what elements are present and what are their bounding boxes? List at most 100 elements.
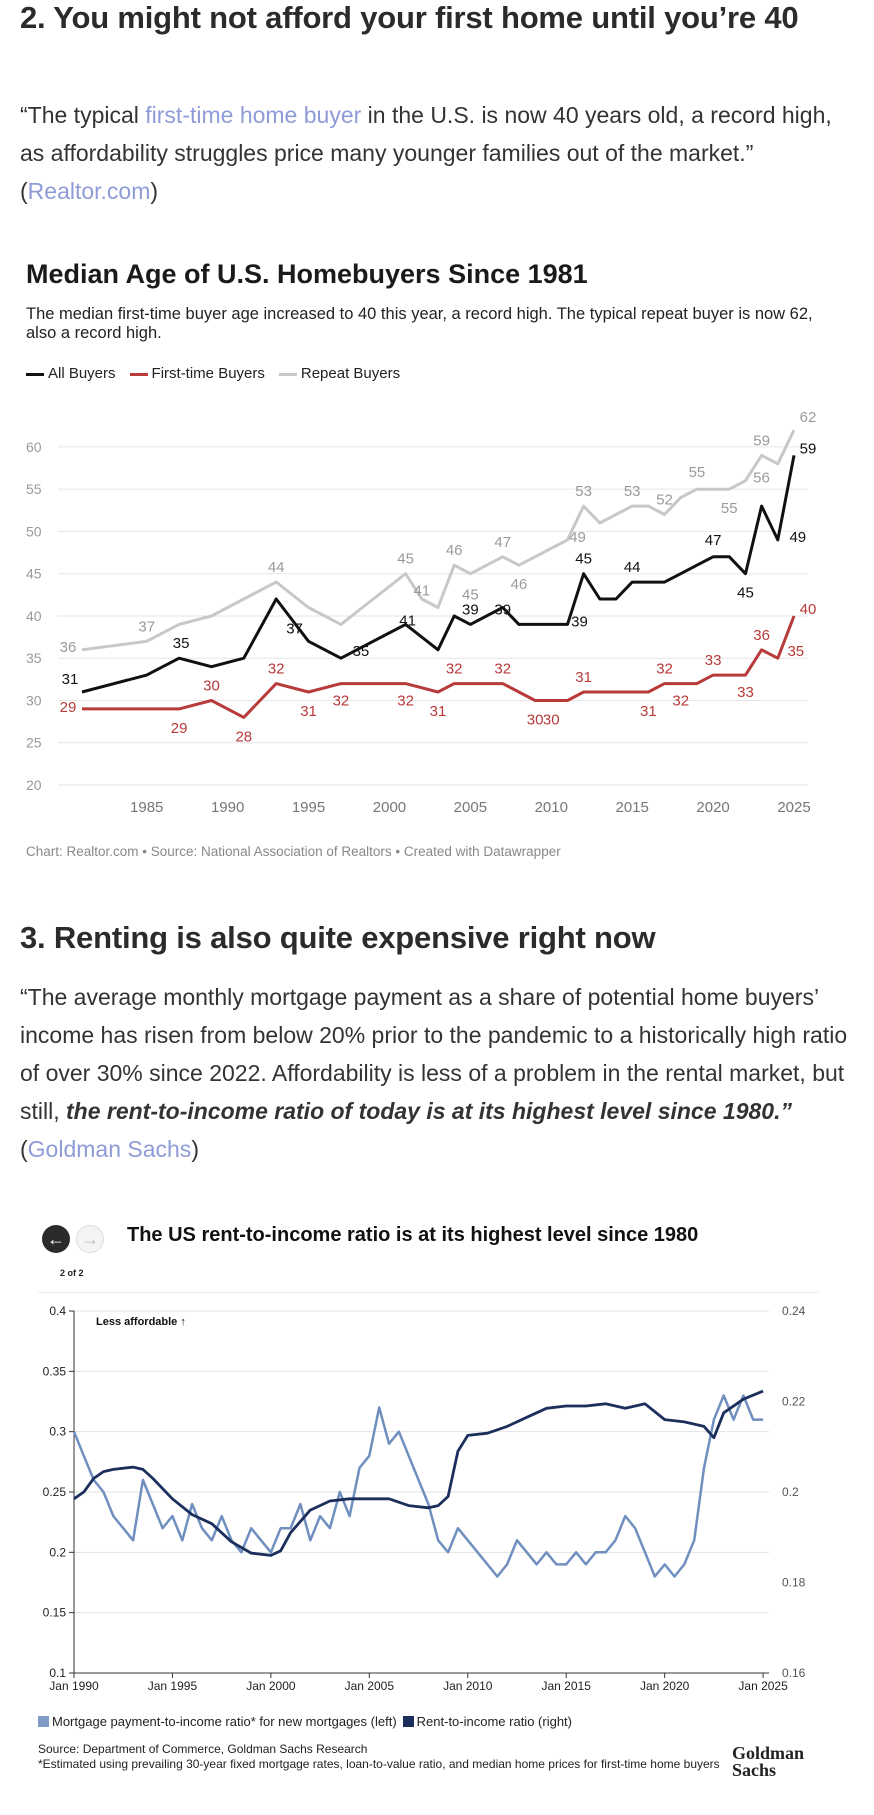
data-label: 47: [705, 532, 722, 549]
x-tick-label: Jan 2010: [443, 1679, 493, 1693]
quote-close: ): [191, 1136, 199, 1162]
source-text: Source: Department of Commerce, Goldman …: [38, 1742, 368, 1756]
legend-swatch-rent: [402, 1716, 414, 1727]
data-label: 31: [575, 669, 592, 686]
footnote-text: *Estimated using prevailing 30-year fixe…: [38, 1757, 720, 1771]
section-3-heading: 3. Renting is also quite expensive right…: [20, 920, 656, 955]
arrow-left-icon: ←: [47, 1229, 65, 1249]
mortgage-ratio-line: [72, 1394, 764, 1578]
section-2-quote: “The typical first-time home buyer in th…: [20, 96, 850, 210]
quote-text: in the U.S. is now 40 years old, a recor…: [20, 102, 832, 204]
data-label: 30: [543, 711, 560, 728]
y-right-tick-label: 0.24: [782, 1304, 806, 1318]
data-label: 33: [705, 652, 722, 669]
y-tick-label: 40: [26, 608, 42, 624]
realtor-source-link[interactable]: Realtor.com: [27, 178, 151, 204]
quote-text: “The average monthly mortgage payment as…: [20, 984, 848, 1124]
goldman-sachs-source-link[interactable]: Goldman Sachs: [27, 1136, 192, 1162]
data-label: 31: [300, 703, 317, 720]
data-label: 31: [430, 703, 447, 720]
x-tick-label: 2000: [373, 799, 406, 816]
chart-1-footer: Chart: Realtor.com • Source: National As…: [26, 844, 561, 859]
quote-close: ): [150, 178, 159, 204]
chart-2-divider: [38, 1292, 820, 1293]
data-label: 36: [60, 639, 77, 656]
data-label: 30: [527, 711, 544, 728]
data-label: 45: [397, 551, 414, 568]
legend-label: All Buyers: [48, 365, 116, 382]
data-label: 28: [235, 728, 252, 745]
chart-2-title: The US rent-to-income ratio is at its hi…: [127, 1224, 699, 1246]
y-left-tick-label: 0.4: [49, 1304, 66, 1318]
data-label: 46: [446, 542, 463, 559]
y-tick-label: 20: [26, 777, 42, 793]
next-chart-button[interactable]: →: [76, 1225, 104, 1253]
data-label: 32: [656, 661, 673, 678]
legend-label: Rent-to-income ratio (right): [416, 1714, 572, 1729]
data-label: 47: [494, 534, 511, 551]
data-label: 35: [353, 643, 370, 660]
data-label: 45: [575, 551, 592, 568]
x-tick-label: Jan 1990: [49, 1679, 99, 1693]
data-label: 45: [462, 587, 479, 604]
y-tick-label: 55: [26, 481, 42, 497]
quote-bold-text: the rent-to-income ratio of today is at …: [66, 1098, 792, 1124]
data-label: 39: [571, 613, 588, 630]
legend-swatch-repeat-buyers: [278, 372, 297, 376]
y-tick-label: 25: [26, 735, 42, 751]
legend-all-buyers: All Buyers: [26, 365, 116, 382]
y-right-tick-label: 0.16: [782, 1666, 806, 1680]
y-tick-label: 30: [26, 692, 42, 708]
legend-first-time-buyers: First-time Buyers: [129, 365, 265, 382]
less-affordable-annotation: Less affordable ↑: [96, 1316, 186, 1328]
data-label: 31: [62, 671, 79, 688]
section-3-quote: “The average monthly mortgage payment as…: [20, 978, 850, 1168]
goldman-sachs-logo: Goldman Sachs: [732, 1743, 805, 1780]
y-right-tick-label: 0.18: [782, 1576, 806, 1590]
legend-repeat-buyers: Repeat Buyers: [278, 365, 400, 382]
rent-ratio-line: [73, 1389, 764, 1557]
first-time-buyers-line: [82, 615, 796, 719]
data-label: 40: [800, 601, 817, 618]
section-2-heading: 2. You might not afford your first home …: [20, 0, 799, 35]
y-left-tick-label: 0.25: [43, 1485, 67, 1499]
x-tick-label: 1985: [130, 799, 163, 816]
data-label: 29: [60, 699, 77, 716]
chart-2-legend: Mortgage payment-to-income ratio* for ne…: [38, 1714, 572, 1729]
data-label: 53: [575, 483, 592, 500]
x-tick-label: Jan 1995: [148, 1679, 198, 1693]
legend-label: Mortgage payment-to-income ratio* for ne…: [52, 1714, 397, 1729]
y-tick-label: 50: [26, 523, 42, 539]
data-label: 29: [171, 720, 188, 737]
first-time-home-buyer-link[interactable]: first-time home buyer: [145, 102, 362, 128]
y-tick-label: 35: [26, 650, 42, 666]
data-label: 35: [173, 635, 190, 652]
data-label: 35: [787, 643, 804, 660]
x-tick-label: Jan 2015: [542, 1679, 592, 1693]
x-tick-label: Jan 2025: [738, 1679, 788, 1693]
data-label: 44: [624, 559, 641, 576]
data-label: 31: [640, 703, 657, 720]
data-label: 44: [268, 559, 285, 576]
chart-1-subtitle: The median first-time buyer age increase…: [26, 305, 813, 342]
data-label: 41: [413, 583, 430, 600]
chart-2-source: Source: Department of Commerce, Goldman …: [38, 1742, 738, 1772]
y-left-tick-label: 0.35: [43, 1364, 67, 1378]
legend-swatch-first-time-buyers: [129, 372, 148, 376]
data-label: 49: [569, 529, 586, 546]
previous-chart-button[interactable]: ←: [42, 1225, 70, 1253]
data-label: 53: [624, 483, 641, 500]
arrow-right-icon: →: [81, 1229, 99, 1249]
repeat-buyers-line: [81, 429, 796, 652]
y-tick-label: 60: [26, 439, 42, 455]
x-tick-label: 2015: [615, 799, 648, 816]
y-left-tick-label: 0.2: [49, 1545, 66, 1559]
legend-label: First-time Buyers: [151, 365, 265, 382]
data-label: 32: [333, 693, 350, 710]
data-label: 32: [397, 693, 414, 710]
data-label: 32: [446, 661, 463, 678]
x-tick-label: Jan 2020: [640, 1679, 690, 1693]
data-label: 32: [672, 693, 689, 710]
data-label: 56: [753, 470, 770, 487]
